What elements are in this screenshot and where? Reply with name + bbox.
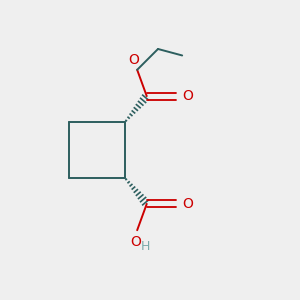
Text: O: O bbox=[183, 89, 194, 103]
Text: O: O bbox=[128, 52, 140, 67]
Text: H: H bbox=[140, 240, 150, 253]
Text: O: O bbox=[130, 236, 141, 249]
Text: O: O bbox=[183, 197, 194, 211]
